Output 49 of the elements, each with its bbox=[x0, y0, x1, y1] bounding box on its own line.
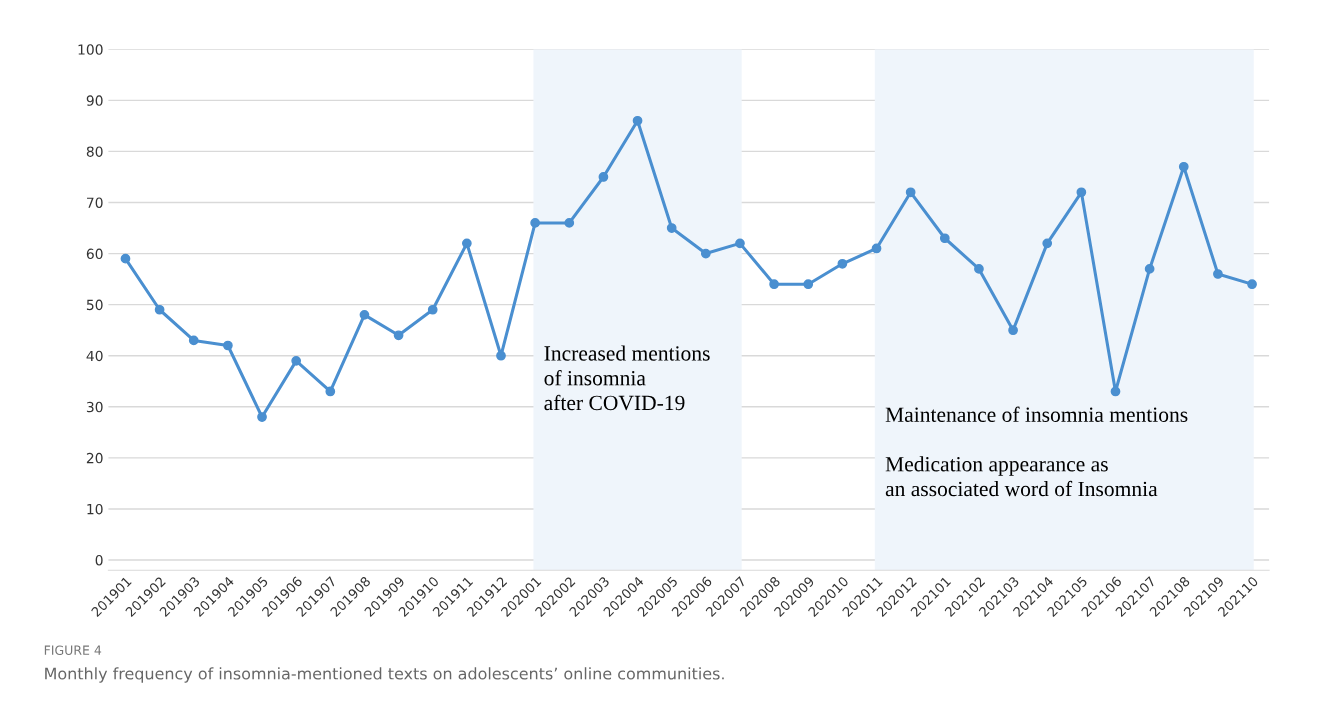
point bbox=[120, 253, 131, 264]
point bbox=[632, 115, 643, 126]
point bbox=[871, 243, 882, 254]
text: Monthly frequency of insomnia-mentioned texts on adolescents’ online communities. bbox=[45, 667, 724, 683]
point bbox=[427, 304, 438, 315]
y-tick-label: 10 bbox=[87, 503, 103, 515]
point bbox=[564, 218, 575, 228]
y-tick-label: 100 bbox=[78, 44, 103, 55]
point bbox=[939, 233, 950, 244]
point bbox=[1144, 264, 1155, 274]
point bbox=[700, 248, 711, 259]
point bbox=[735, 238, 745, 249]
y-tick-label: 80 bbox=[86, 146, 103, 157]
point bbox=[905, 187, 916, 198]
y-tick-label: 60 bbox=[86, 248, 103, 260]
point bbox=[496, 350, 506, 361]
point bbox=[666, 223, 677, 233]
point bbox=[598, 172, 609, 182]
y-tick-label: 30 bbox=[86, 401, 103, 413]
point bbox=[1247, 279, 1257, 290]
point bbox=[188, 335, 199, 346]
point bbox=[1178, 161, 1189, 172]
point bbox=[1213, 269, 1223, 279]
point bbox=[154, 304, 165, 315]
point bbox=[461, 238, 472, 249]
y-tick-label: 90 bbox=[86, 95, 103, 106]
point bbox=[803, 279, 814, 290]
point bbox=[837, 258, 848, 269]
point bbox=[223, 340, 233, 351]
point bbox=[325, 386, 336, 397]
y-tick-label: 50 bbox=[86, 299, 103, 311]
point bbox=[257, 412, 267, 422]
point bbox=[974, 264, 984, 274]
caption: FIGURE 4 bbox=[44, 645, 102, 655]
point bbox=[1008, 325, 1018, 336]
point bbox=[393, 330, 404, 341]
point bbox=[530, 218, 540, 228]
band-label: Increased mentions of insomnia after COVID-19 bbox=[544, 345, 710, 411]
y-tick-label: 0 bbox=[95, 554, 103, 566]
point bbox=[769, 279, 779, 290]
point bbox=[359, 310, 370, 320]
point bbox=[1110, 386, 1121, 397]
y-tick-label: 40 bbox=[86, 350, 103, 362]
y-tick-label: 70 bbox=[87, 197, 103, 208]
point bbox=[1042, 238, 1053, 249]
point bbox=[291, 355, 302, 366]
point bbox=[1076, 187, 1087, 198]
y-tick-label: 20 bbox=[86, 452, 103, 464]
text: Maintenance of insomnia mentions Medication appearance as an associated word of Insomnia bbox=[885, 406, 1188, 497]
